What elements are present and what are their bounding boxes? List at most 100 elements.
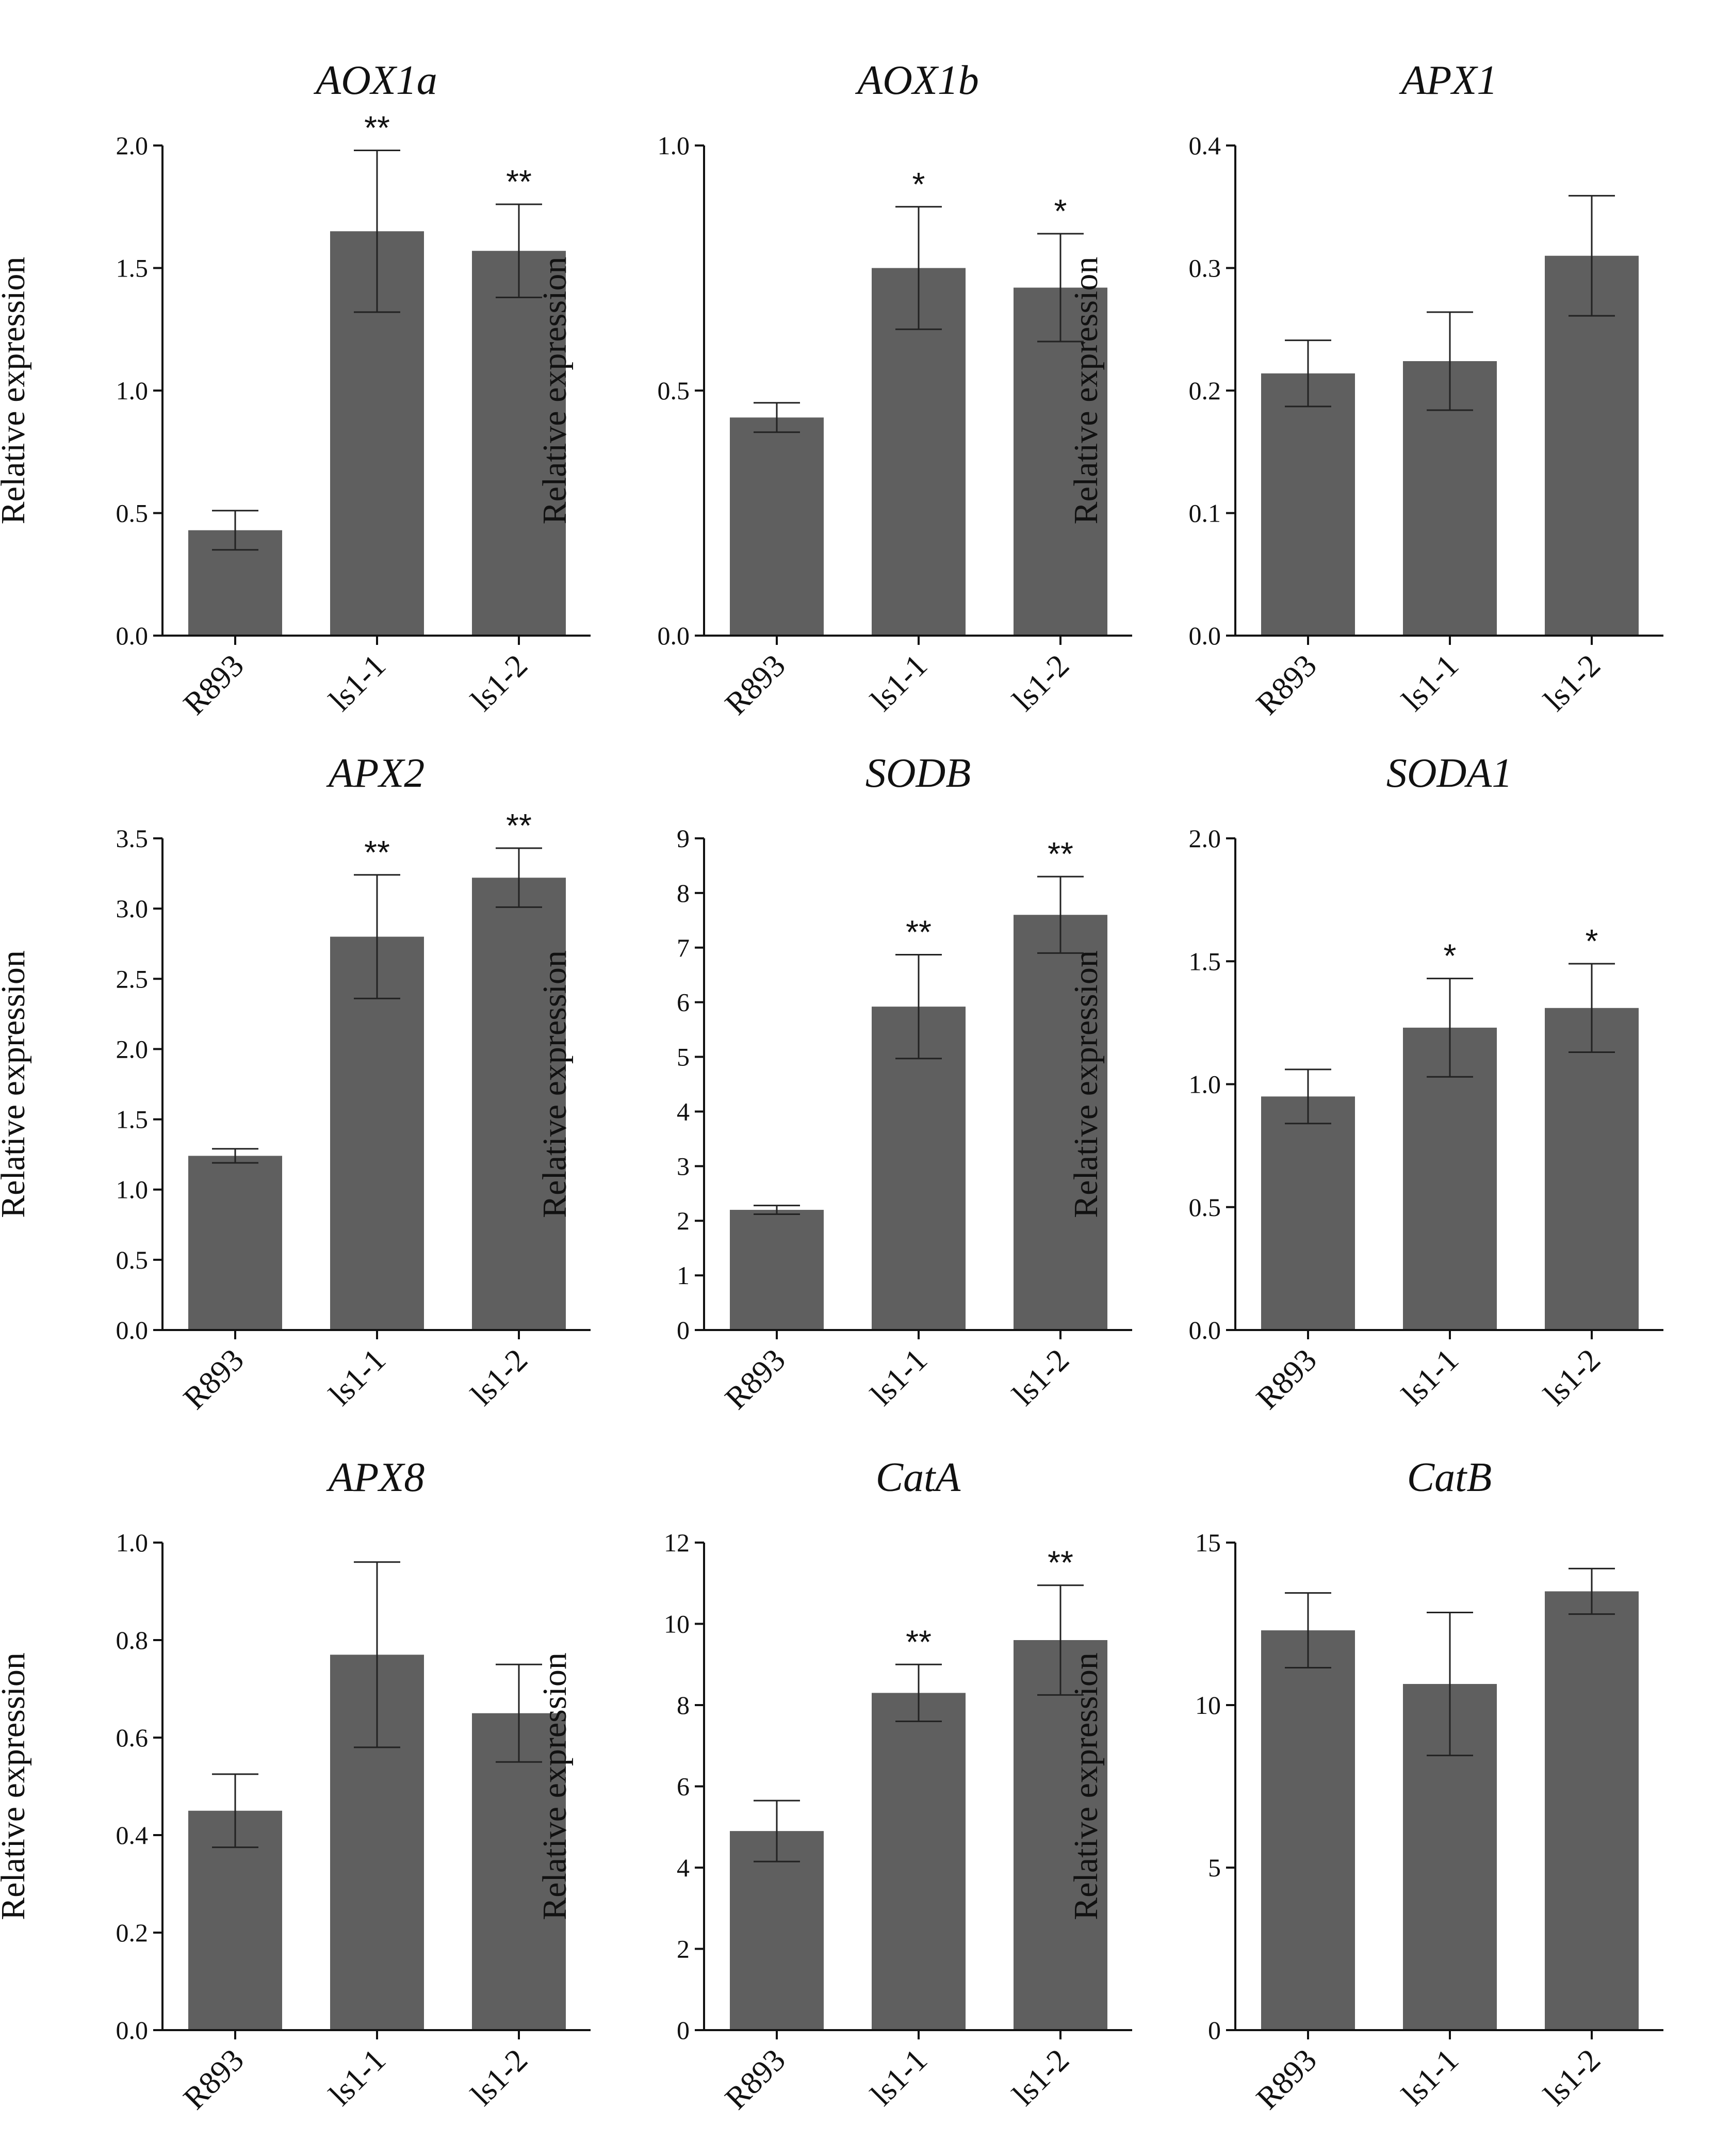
y-axis-label: Relative expression [0, 1652, 32, 1920]
y-tick-label: 0.5 [1189, 1193, 1221, 1222]
y-tick-label: 1.0 [116, 1528, 149, 1557]
y-tick-label: 3 [677, 1152, 690, 1180]
category-label: ls1-2 [1537, 1342, 1607, 1413]
chart-panel-apx1: APX1 R893 ls1-1 ls1-2 0.0 0.1 0.2 0.3 0.4 Relativ… [1067, 58, 1663, 722]
category-label: R893 [1250, 648, 1324, 722]
bar-ls1-2 [1545, 1008, 1639, 1330]
y-tick-label: 0.0 [116, 621, 149, 650]
category-label: ls1-1 [864, 1342, 934, 1413]
y-tick-label: 2.5 [116, 964, 149, 993]
y-tick-label: 0.0 [1189, 1316, 1221, 1344]
chart-panel-apx8: APX8 R893 ls1-1 ls1-2 0.0 0.2 0.4 0.6 0.8 1.0 Rela… [0, 1455, 591, 2116]
bar-ls1-1 [1403, 1027, 1497, 1330]
bar-ls1-2 [1014, 287, 1107, 636]
significance-marker: ** [1048, 835, 1073, 872]
category-label: R893 [718, 1342, 792, 1416]
y-tick-label: 8 [677, 1691, 690, 1720]
chart-title: CatA [876, 1455, 961, 1500]
y-tick-label: 1.0 [1189, 1070, 1221, 1099]
significance-marker: ** [364, 109, 390, 147]
chart-panel-aox1a: AOX1a R893 ** ls1-1 ** ls1-2 0.0 0.5 1.0 1.5 2.0 Re… [0, 58, 591, 722]
chart-title: AOX1a [313, 58, 437, 103]
y-tick-label: 1.5 [116, 1105, 149, 1134]
chart-title: APX1 [1399, 58, 1498, 103]
y-tick-label: 1.5 [116, 254, 149, 283]
bar-r893 [188, 1156, 282, 1330]
y-axis-label: Relative expression [0, 257, 32, 525]
y-tick-label: 6 [677, 988, 690, 1017]
bar-ls1-2 [1545, 1591, 1639, 2030]
category-label: ls1-2 [1537, 648, 1607, 718]
category-label: ls1-1 [1395, 648, 1465, 718]
y-tick-label: 0.5 [116, 499, 149, 528]
chart-panel-sodb: SODB R893 ** ls1-1 ** ls1-2 0 1 2 3 4 5 6 7 8 9 Relative… [536, 751, 1132, 1416]
category-label: R893 [718, 648, 792, 722]
y-tick-label: 0.6 [116, 1723, 149, 1752]
y-tick-label: 0.5 [116, 1245, 149, 1274]
y-tick-label: 0.5 [658, 376, 690, 405]
y-tick-label: 2 [677, 1206, 690, 1235]
y-tick-label: 0.0 [1189, 621, 1221, 650]
y-tick-label: 6 [677, 1772, 690, 1801]
y-tick-label: 8 [677, 879, 690, 907]
y-tick-label: 4 [677, 1097, 690, 1126]
y-axis-label: Relative expression [0, 950, 32, 1218]
y-tick-label: 2.0 [116, 1034, 149, 1063]
y-axis-label: Relative expression [1067, 1652, 1105, 1920]
y-tick-label: 12 [664, 1528, 690, 1557]
y-tick-label: 1.0 [658, 131, 690, 160]
category-label: ls1-2 [1006, 1342, 1076, 1413]
chart-title: SODB [865, 751, 971, 796]
y-tick-label: 0.0 [658, 621, 690, 650]
category-label: ls1-1 [1395, 2042, 1465, 2113]
significance-marker: ** [1048, 1544, 1073, 1581]
category-label: R893 [1250, 2042, 1324, 2116]
significance-marker: ** [364, 834, 390, 871]
category-label: R893 [177, 2042, 251, 2116]
bar-r893 [730, 417, 824, 636]
y-tick-label: 0 [1208, 2016, 1221, 2045]
bar-r893 [1261, 1096, 1355, 1330]
bar-ls1-1 [872, 1007, 966, 1330]
significance-marker: ** [906, 914, 932, 951]
y-tick-label: 0 [677, 2016, 690, 2045]
chart-panel-cata: CatA R893 ** ls1-1 ** ls1-2 0 2 4 6 8 10 12 Relative … [536, 1455, 1132, 2116]
bar-r893 [1261, 373, 1355, 636]
category-label: ls1-2 [464, 2042, 534, 2113]
category-label: ls1-2 [1006, 648, 1076, 718]
bar-r893 [730, 1831, 824, 2030]
y-tick-label: 0.0 [116, 2016, 149, 2045]
category-label: ls1-2 [1537, 2042, 1607, 2113]
chart-panel-apx2: APX2 R893 ** ls1-1 ** ls1-2 0.0 0.5 1.0 1.5 2.0 2.5… [0, 751, 591, 1416]
y-axis-label: Relative expression [1067, 950, 1105, 1218]
category-label: R893 [177, 648, 251, 722]
category-label: ls1-2 [464, 648, 534, 718]
y-tick-label: 4 [677, 1853, 690, 1882]
chart-panel-catb: CatB R893 ls1-1 ls1-2 0 5 10 15 Relative express… [1067, 1455, 1663, 2116]
y-tick-label: 10 [664, 1610, 690, 1639]
category-label: R893 [177, 1342, 251, 1416]
bar-ls1-2 [472, 1713, 566, 2030]
significance-marker: * [1054, 192, 1067, 230]
chart-title: APX8 [326, 1455, 425, 1500]
significance-marker: * [1586, 922, 1598, 960]
y-tick-label: 1.0 [116, 376, 149, 405]
y-tick-label: 0.2 [1189, 376, 1221, 405]
y-tick-label: 1.0 [116, 1175, 149, 1204]
category-label: ls1-1 [1395, 1342, 1465, 1413]
significance-marker: * [912, 166, 925, 203]
y-axis-label: Relative expression [536, 257, 574, 525]
y-tick-label: 0.4 [116, 1821, 149, 1850]
bar-ls1-1 [330, 936, 424, 1330]
significance-marker: * [1444, 937, 1457, 975]
y-tick-label: 5 [677, 1043, 690, 1072]
y-axis-label: Relative expression [1067, 257, 1105, 525]
y-tick-label: 0 [677, 1316, 690, 1344]
y-tick-label: 9 [677, 824, 690, 853]
chart-panel-soda1: SODA1 R893 * ls1-1 * ls1-2 0.0 0.5 1.0 1.5 2.0 Rela… [1067, 751, 1663, 1416]
bar-r893 [730, 1210, 824, 1330]
y-tick-label: 0.0 [116, 1316, 149, 1344]
chart-title: SODA1 [1386, 751, 1512, 796]
chart-title: AOX1b [855, 58, 979, 103]
